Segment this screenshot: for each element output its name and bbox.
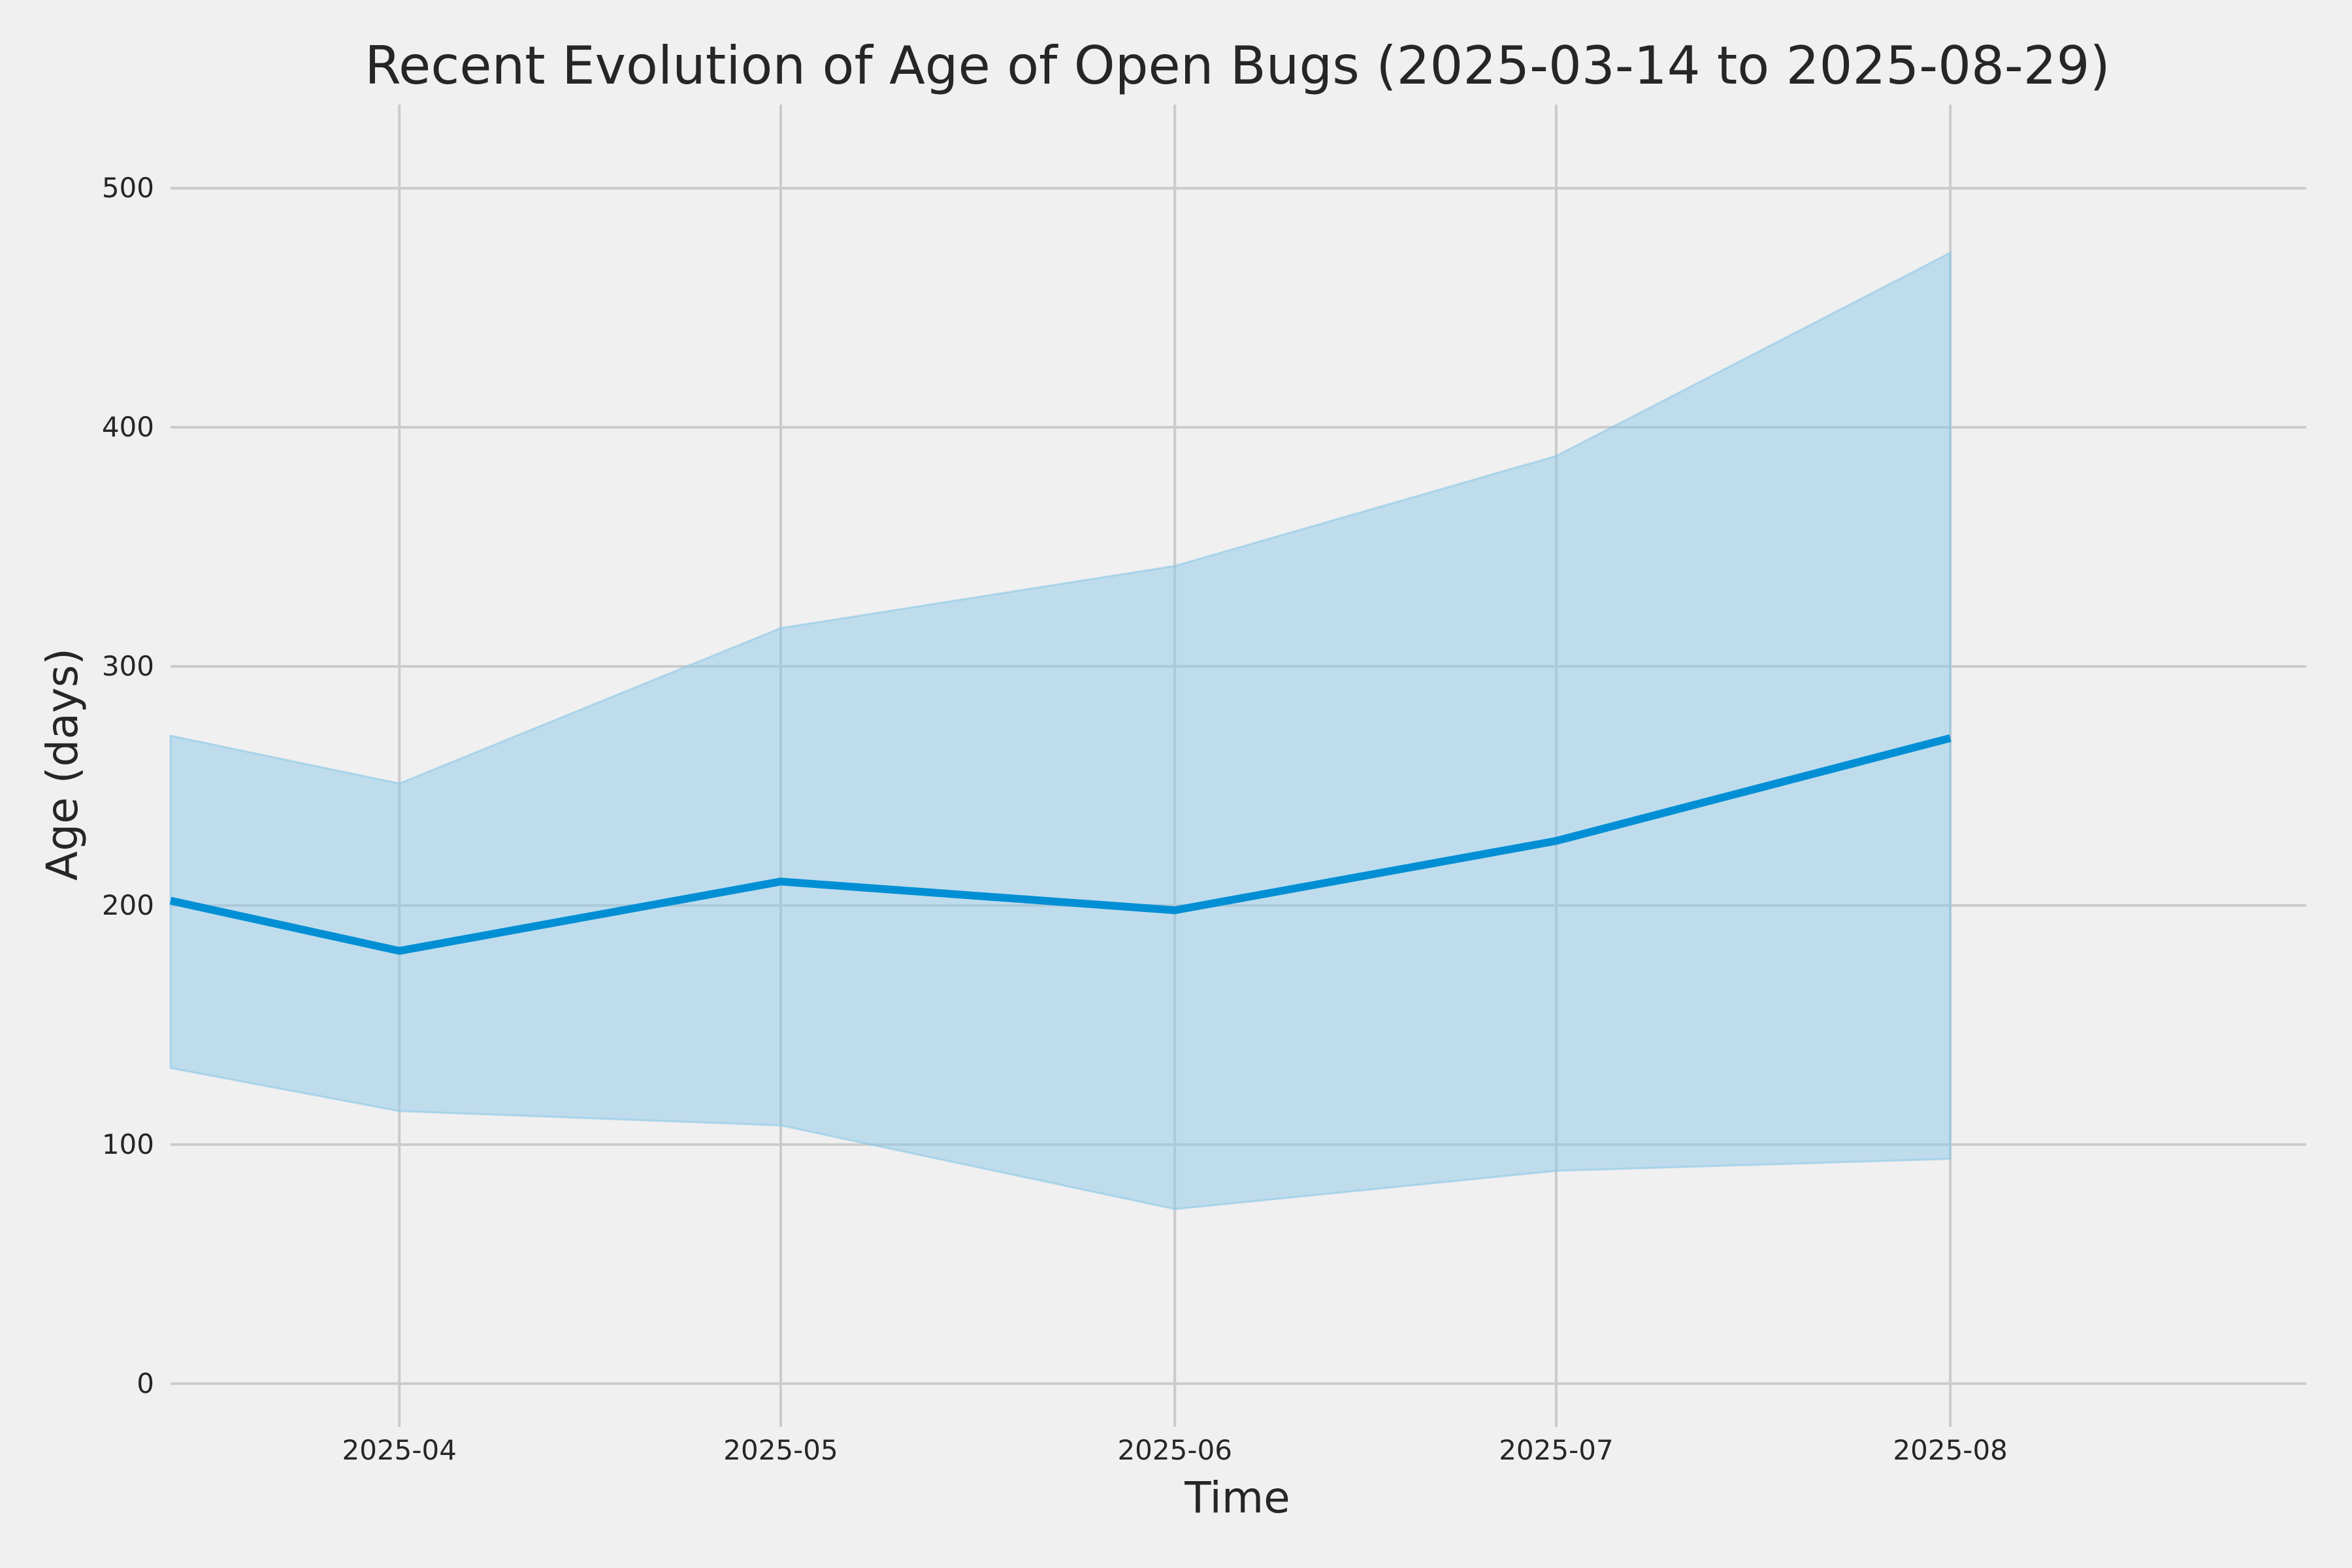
chart-title: Recent Evolution of Age of Open Bugs (20… — [365, 35, 2110, 96]
y-tick-label: 500 — [102, 172, 154, 204]
series-line — [169, 734, 1952, 955]
line-layer — [169, 734, 1952, 955]
x-tick-label: 2025-05 — [723, 1434, 838, 1466]
x-axis-label: Time — [1184, 1473, 1290, 1523]
band-layer — [169, 251, 1952, 1211]
y-tick-label: 400 — [102, 411, 154, 443]
y-tick-label: 200 — [102, 889, 154, 921]
x-tick-label: 2025-07 — [1499, 1434, 1614, 1466]
x-tick-label: 2025-06 — [1117, 1434, 1232, 1466]
tick-layer: 0 100 200 300 400 500 2025-04 2025-05 2025-06 202… — [102, 172, 2008, 1466]
y-tick-label: 100 — [102, 1128, 154, 1160]
x-tick-label: 2025-08 — [1893, 1434, 2008, 1466]
y-tick-label: 0 — [137, 1367, 154, 1399]
y-tick-label: 300 — [102, 650, 154, 682]
y-axis-label: Age (days) — [37, 648, 88, 881]
confidence-band — [169, 251, 1952, 1211]
x-tick-label: 2025-04 — [342, 1434, 457, 1466]
